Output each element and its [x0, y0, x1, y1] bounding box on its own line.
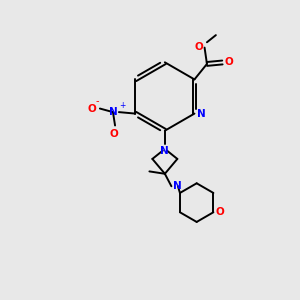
Text: N: N: [109, 107, 117, 117]
Text: O: O: [109, 129, 118, 139]
Text: N: N: [173, 181, 182, 191]
Text: O: O: [195, 42, 203, 52]
Text: -: -: [95, 96, 99, 106]
Text: O: O: [88, 103, 96, 113]
Text: N: N: [160, 146, 169, 156]
Text: N: N: [196, 109, 205, 119]
Text: +: +: [120, 101, 126, 110]
Text: O: O: [224, 58, 233, 68]
Text: O: O: [215, 207, 224, 217]
